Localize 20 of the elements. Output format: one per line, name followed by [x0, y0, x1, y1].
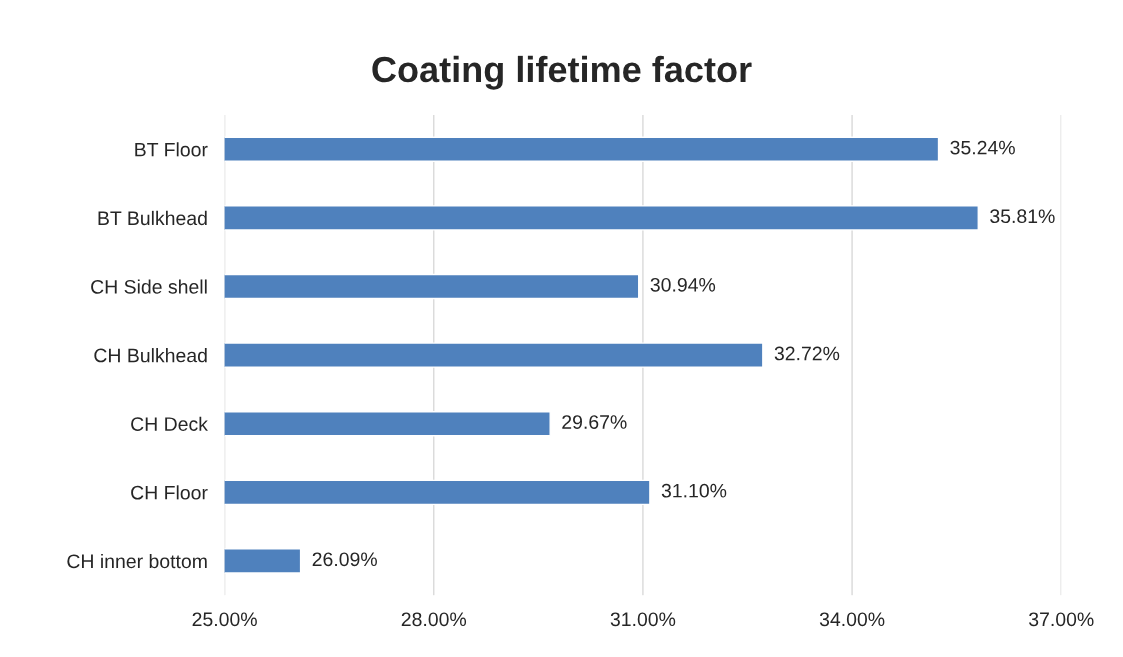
data-label: 29.67% [562, 415, 627, 429]
x-tick-label: 28.00% [401, 612, 467, 627]
y-tick-label: CH Deck [131, 416, 208, 431]
data-label: 35.81% [990, 209, 1055, 224]
x-tick-label: 25.00% [192, 612, 257, 627]
data-label: 31.10% [661, 483, 727, 498]
y-tick-label: BT Floor [135, 142, 208, 157]
y-tick-label: CH Side shell [91, 279, 207, 294]
data-label: 26.09% [312, 552, 377, 567]
x-tick-label: 31.00% [610, 612, 676, 627]
data-label: 35.24% [950, 140, 1015, 155]
chart-title: Coating lifetime factor [372, 55, 752, 90]
y-tick-label: CH Bulkhead [94, 348, 207, 363]
y-tick-label: CH inner bottom [67, 553, 207, 569]
x-tick-label: 37.00% [1029, 612, 1094, 627]
data-label: 30.94% [650, 277, 716, 292]
y-tick-label: BT Bulkhead [98, 210, 207, 226]
y-tick-label: CH Floor [131, 485, 208, 500]
x-tick-label: 34.00% [819, 612, 885, 627]
data-label: 32.72% [774, 346, 840, 361]
